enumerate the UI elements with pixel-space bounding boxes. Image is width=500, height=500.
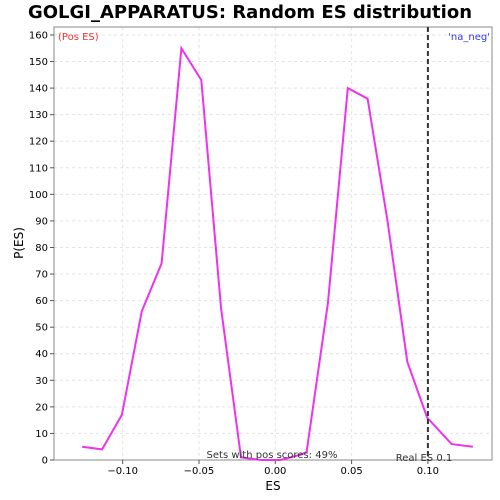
x-axis-label: ES bbox=[265, 479, 280, 493]
y-axis: 0 10 20 30 40 50 60 70 80 90 100 110 120 130 140 150 160 bbox=[29, 30, 54, 467]
x-axis: −0.10 −0.05 0.00 0.05 0.10 bbox=[107, 460, 439, 477]
y-tick-label: 150 bbox=[29, 57, 48, 68]
plot-frame bbox=[53, 26, 493, 461]
x-tick-label: −0.05 bbox=[184, 466, 215, 477]
sets-annotation: Sets with pos scores: 49% bbox=[207, 450, 338, 461]
y-tick-label: 80 bbox=[35, 243, 48, 254]
y-tick-label: 50 bbox=[35, 323, 48, 334]
y-tick-label: 0 bbox=[42, 456, 48, 467]
y-tick-label: 140 bbox=[29, 84, 48, 95]
y-axis-label: P(ES) bbox=[12, 227, 26, 259]
y-tick-label: 100 bbox=[29, 190, 48, 201]
y-tick-label: 60 bbox=[35, 296, 48, 307]
y-tick-label: 130 bbox=[29, 110, 48, 121]
neg-es-label: 'na_neg' bbox=[448, 32, 490, 43]
y-tick-label: 10 bbox=[35, 429, 48, 440]
x-tick-label: 0.10 bbox=[417, 466, 439, 477]
y-tick-label: 110 bbox=[29, 163, 48, 174]
series-line bbox=[82, 45, 474, 461]
grid bbox=[54, 27, 492, 461]
y-tick-label: 90 bbox=[35, 216, 48, 227]
x-tick-label: 0.05 bbox=[340, 466, 362, 477]
y-tick-label: 160 bbox=[29, 30, 48, 41]
pos-es-label: (Pos ES) bbox=[58, 32, 99, 43]
y-tick-label: 120 bbox=[29, 137, 48, 148]
x-tick-label: 0.00 bbox=[264, 466, 286, 477]
y-tick-label: 20 bbox=[35, 402, 48, 413]
real-es-label: Real ES 0.1 bbox=[396, 453, 452, 464]
y-tick-label: 40 bbox=[35, 349, 48, 360]
chart-title: GOLGI_APPARATUS: Random ES distribution bbox=[28, 2, 472, 23]
y-tick-label: 30 bbox=[35, 376, 48, 387]
x-tick-label: −0.10 bbox=[107, 466, 138, 477]
y-tick-label: 70 bbox=[35, 270, 48, 281]
